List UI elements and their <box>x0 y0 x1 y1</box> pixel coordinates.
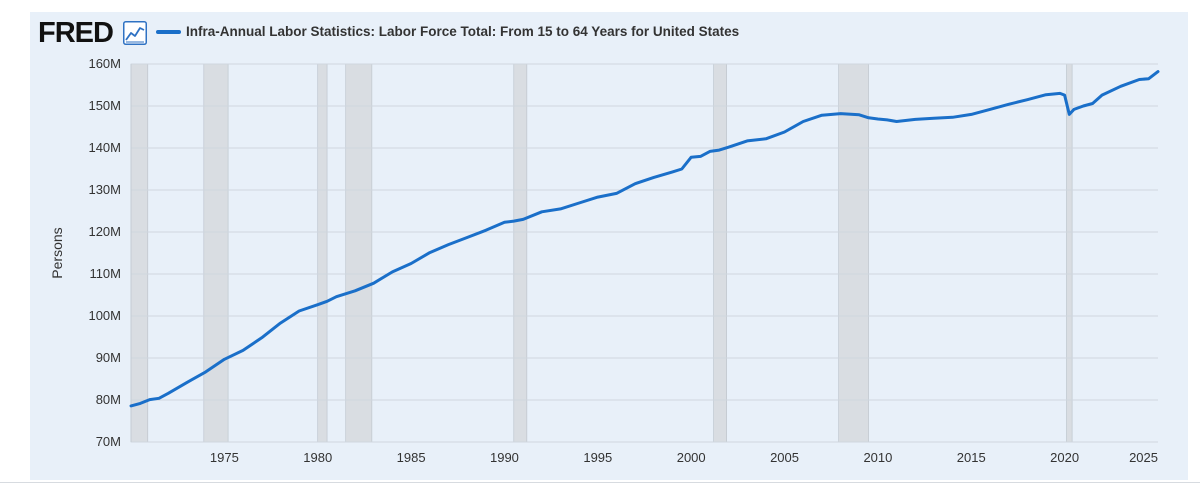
y-tick-label: 150M <box>88 98 121 113</box>
x-tick-label: 2005 <box>770 450 799 465</box>
y-tick-label: 120M <box>88 224 121 239</box>
x-tick-label: 2000 <box>677 450 706 465</box>
legend: Infra-Annual Labor Statistics: Labor For… <box>156 24 739 39</box>
recession-band-3 <box>345 63 373 443</box>
recession-band-6 <box>838 63 869 443</box>
line-chart-icon <box>123 21 147 45</box>
y-axis-ticks: 70M 80M 90M 100M 110M 120M 130M 140M 150M 160M <box>88 56 121 449</box>
legend-swatch <box>156 29 181 34</box>
gridlines <box>131 63 1158 443</box>
y-tick-label: 90M <box>96 350 121 365</box>
x-tick-label: 2020 <box>1050 450 1079 465</box>
x-tick-label: 2010 <box>863 450 892 465</box>
series-line-0[interactable] <box>129 70 1160 408</box>
fred-logo[interactable]: FRED <box>38 17 114 49</box>
y-tick-label: 70M <box>96 434 121 449</box>
y-tick-label: 80M <box>96 392 121 407</box>
recession-band-1 <box>203 63 229 443</box>
x-tick-label: 1990 <box>490 450 519 465</box>
recession-band-0 <box>130 63 149 443</box>
y-tick-label: 130M <box>88 182 121 197</box>
x-axis-ticks: 1975 1980 1985 1990 1995 2000 2005 2010 2015 2020… <box>210 450 1158 465</box>
x-tick-label: 2015 <box>957 450 986 465</box>
y-tick-label: 100M <box>88 308 121 323</box>
legend-series-name: Infra-Annual Labor Statistics: Labor For… <box>186 24 740 39</box>
x-tick-label: 1985 <box>397 450 426 465</box>
x-tick-label: 2025 <box>1129 450 1158 465</box>
y-axis-label: Persons <box>49 227 65 278</box>
recession-bands <box>130 63 1073 443</box>
y-tick-label: 110M <box>89 266 121 281</box>
x-tick-label: 1975 <box>210 450 239 465</box>
recession-band-4 <box>513 63 528 443</box>
x-tick-label: 1995 <box>583 450 612 465</box>
y-tick-label: 160M <box>88 56 121 71</box>
y-tick-label: 140M <box>88 140 121 155</box>
recession-band-2 <box>317 63 328 443</box>
series-layer <box>129 70 1160 408</box>
recession-band-7 <box>1066 63 1073 443</box>
x-tick-label: 1980 <box>303 450 332 465</box>
bottom-divider <box>0 482 1200 483</box>
recession-band-5 <box>713 63 727 443</box>
